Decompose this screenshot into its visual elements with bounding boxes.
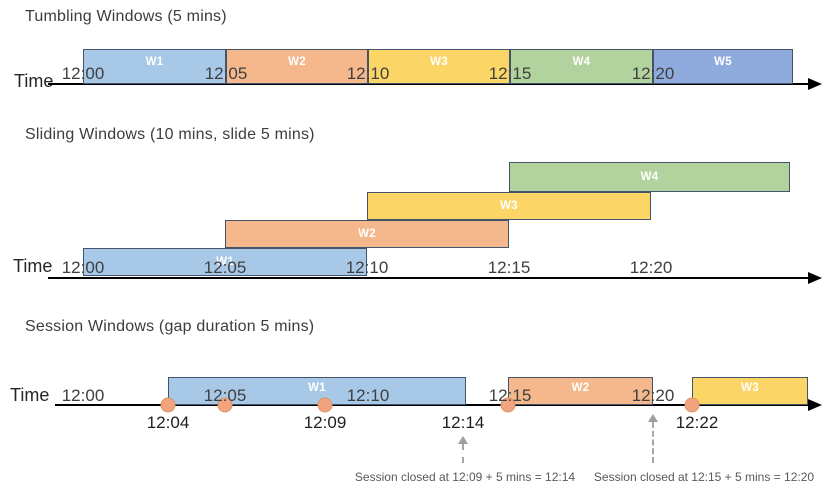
sliding-window-w2: W2 — [225, 220, 509, 248]
session-timeline-arrow-icon — [808, 399, 822, 411]
event-dot — [160, 397, 176, 413]
tick-label: 12:05 — [203, 258, 247, 277]
sliding-window-w3: W3 — [367, 192, 651, 220]
tick-label: 12:15 — [488, 386, 532, 405]
tick-label: 12:15 — [488, 64, 532, 83]
window-label: W5 — [714, 56, 732, 68]
session-time-label: Time — [10, 385, 50, 405]
window-label: W3 — [430, 56, 448, 68]
tumbling-window-w2: W2 — [226, 49, 368, 84]
tick-label: 12:10 — [345, 258, 389, 277]
session-timeline — [55, 404, 810, 406]
tick-label: 12:05 — [204, 64, 248, 83]
window-label: W2 — [571, 382, 590, 394]
tumbling-time-label: Time — [14, 71, 54, 91]
event-time-label: 12:22 — [675, 413, 719, 432]
window-label: W1 — [145, 56, 164, 68]
tumbling-timeline — [48, 83, 810, 85]
window-label: W1 — [308, 382, 326, 394]
event-dot — [217, 397, 233, 413]
tumbling-timeline-arrow-icon — [808, 78, 822, 90]
tick-label: 12:00 — [61, 386, 105, 405]
event-time-label: 12:09 — [303, 413, 347, 432]
arrow-up-head-icon — [458, 436, 468, 444]
tumbling-window-w5: W5 — [653, 49, 793, 84]
sliding-window-w1: W1 — [83, 248, 367, 276]
session-window-w2: W2 — [508, 377, 653, 405]
session-window-w3: W3 — [692, 377, 808, 405]
tick-label: 12:20 — [629, 258, 673, 277]
event-dot — [317, 397, 333, 413]
session-closed-arrow-icon — [648, 414, 658, 463]
event-time-label: 12:04 — [146, 413, 190, 432]
tick-label: 12:15 — [487, 258, 531, 277]
session-closed-arrow-icon — [458, 436, 468, 463]
session-section-title: Session Windows (gap duration 5 mins) — [25, 318, 315, 335]
arrow-dashed-shaft — [462, 444, 464, 463]
tumbling-section-title: Tumbling Windows (5 mins) — [25, 8, 227, 25]
tumbling-window-w3: W3 — [368, 49, 510, 84]
tick-label: 12:10 — [346, 386, 390, 405]
tick-label: 12:00 — [61, 258, 105, 277]
tick-label: 12:05 — [203, 386, 247, 405]
event-dot — [500, 397, 516, 413]
event-time-label: 12:14 — [441, 413, 485, 432]
window-label: W3 — [741, 382, 759, 394]
event-dot — [684, 397, 700, 413]
window-label: W2 — [288, 56, 306, 68]
sliding-time-label: Time — [13, 256, 53, 276]
tumbling-window-w4: W4 — [510, 49, 653, 84]
window-label: W4 — [572, 56, 591, 68]
window-label: W1 — [216, 256, 234, 268]
session-closed-annotation: Session closed at 12:09 + 5 mins = 12:14 — [354, 470, 576, 484]
tick-label: 12:20 — [631, 64, 675, 83]
window-label: W3 — [500, 200, 518, 212]
tick-label: 12:20 — [631, 386, 675, 405]
tick-label: 12:10 — [346, 64, 390, 83]
arrow-dashed-shaft — [652, 422, 654, 463]
sliding-timeline-arrow-icon — [808, 272, 822, 284]
session-closed-annotation: Session closed at 12:15 + 5 mins = 12:20 — [593, 470, 815, 484]
window-label: W4 — [640, 171, 659, 183]
tumbling-window-w1: W1 — [83, 49, 226, 84]
tick-label: 12:00 — [61, 64, 105, 83]
sliding-window-w4: W4 — [509, 162, 790, 192]
arrow-up-head-icon — [648, 414, 658, 422]
sliding-timeline — [48, 277, 810, 279]
sliding-section-title: Sliding Windows (10 mins, slide 5 mins) — [25, 126, 315, 143]
window-label: W2 — [358, 228, 376, 240]
